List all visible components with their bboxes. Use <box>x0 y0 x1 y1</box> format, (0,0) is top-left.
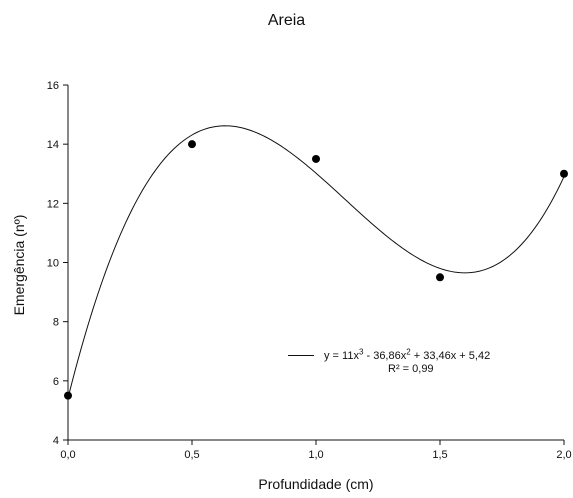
data-point <box>560 169 568 178</box>
data-point <box>436 273 444 282</box>
data-point <box>312 154 320 163</box>
y-tick-label: 16 <box>47 80 59 92</box>
data-point <box>188 140 196 149</box>
axes: 4 6 8 10 12 14 16 0,0 0,5 1,0 1,5 2,0 <box>47 80 572 461</box>
data-points <box>64 140 568 400</box>
y-tick-label: 10 <box>47 258 59 270</box>
x-tick-label: 0,5 <box>184 449 199 461</box>
y-tick-label: 4 <box>53 435 59 447</box>
fit-curve <box>67 125 565 399</box>
legend-line-swatch <box>288 355 314 357</box>
x-tick-label: 1,5 <box>432 449 447 461</box>
y-tick-label: 12 <box>47 198 59 210</box>
y-axis-label: Emergência (nº) <box>11 214 27 316</box>
x-tick-label: 0,0 <box>60 449 75 461</box>
x-tick-label: 1,0 <box>308 449 323 461</box>
y-tick-label: 6 <box>53 376 59 388</box>
chart-title: Areia <box>267 12 306 29</box>
x-tick-label: 2,0 <box>556 449 571 461</box>
fit-equation: y = 11x3 - 36,86x2 + 33,46x + 5,42 <box>324 347 491 362</box>
y-tick-label: 8 <box>53 317 59 329</box>
fit-curve-group <box>67 125 565 399</box>
x-axis-label: Profundidade (cm) <box>258 476 374 492</box>
legend: y = 11x3 - 36,86x2 + 33,46x + 5,42 R² = … <box>288 347 490 375</box>
y-tick-label: 14 <box>47 139 59 151</box>
data-point <box>64 391 72 400</box>
r-squared: R² = 0,99 <box>388 362 434 375</box>
